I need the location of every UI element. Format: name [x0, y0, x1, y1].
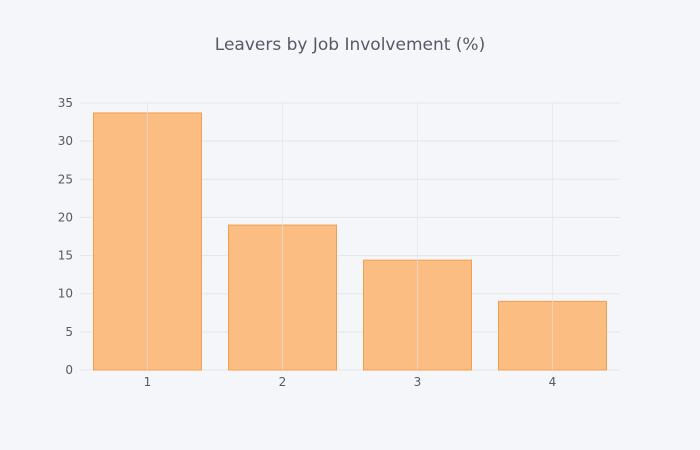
x-tick-label: 4: [549, 375, 557, 389]
y-tick-label: 0: [65, 363, 73, 377]
y-tick-label: 15: [58, 249, 73, 263]
chart-title: Leavers by Job Involvement (%): [215, 35, 485, 55]
x-tick-label: 1: [144, 375, 152, 389]
bar-layer: [93, 103, 607, 371]
x-axis-ticks: 1 2 3 4: [144, 375, 557, 389]
y-tick-label: 25: [58, 172, 73, 186]
y-tick-label: 5: [65, 325, 73, 339]
x-tick-label: 3: [414, 375, 422, 389]
y-tick-label: 20: [58, 210, 73, 224]
y-tick-label: 35: [58, 96, 73, 110]
y-tick-label: 30: [58, 134, 73, 148]
x-tick-label: 2: [279, 375, 287, 389]
y-axis-ticks: 0 5 10 15 20 25 30 35: [58, 96, 73, 377]
y-tick-label: 10: [58, 287, 73, 301]
